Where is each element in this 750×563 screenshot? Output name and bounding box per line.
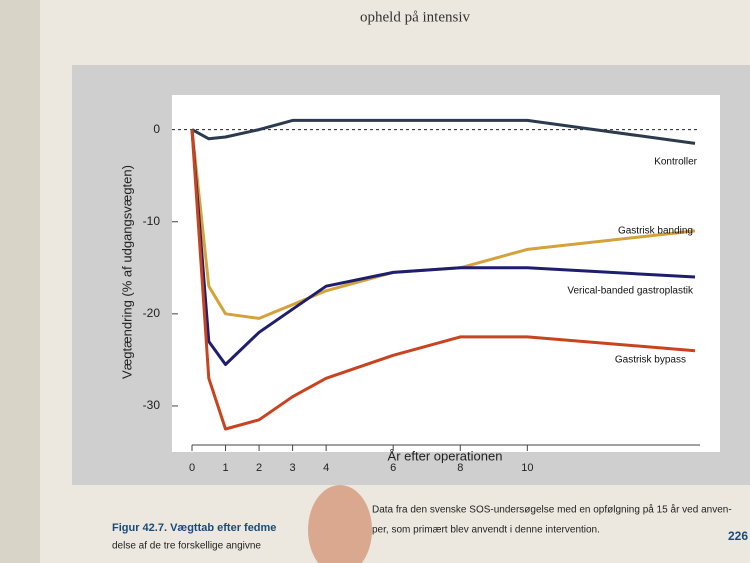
series-line bbox=[190, 129, 696, 366]
x-tick-label: 8 bbox=[457, 462, 463, 474]
caption-line: Data fra den svenske SOS-undersøgelse me… bbox=[372, 504, 732, 516]
caption-line: per, som primært blev anvendt i denne in… bbox=[372, 525, 600, 536]
x-tick-label: 3 bbox=[290, 462, 296, 474]
x-tick-label: 1 bbox=[222, 462, 228, 474]
facing-page bbox=[0, 0, 40, 563]
x-tick-label: 4 bbox=[323, 462, 329, 474]
series-label: Gastrisk bypass bbox=[615, 355, 686, 366]
y-tick-label: -20 bbox=[143, 306, 161, 320]
x-tick-label: 10 bbox=[521, 462, 533, 474]
y-tick-label: -10 bbox=[143, 214, 161, 228]
page-number: 226 bbox=[728, 529, 748, 543]
series-line bbox=[190, 129, 696, 431]
x-tick-label: 6 bbox=[390, 462, 396, 474]
finger bbox=[308, 485, 372, 563]
series-label: Verical-banded gastroplastik bbox=[567, 285, 694, 296]
header-text: opheld på intensiv bbox=[360, 9, 470, 25]
series-label: Gastrisk banding bbox=[618, 226, 693, 237]
x-axis-label: År efter operationen bbox=[388, 448, 503, 463]
caption-line: delse af de tre forskellige angivne bbox=[112, 541, 261, 552]
series-label: Kontroller bbox=[654, 157, 697, 168]
y-tick-label: -30 bbox=[143, 398, 161, 412]
caption-label: Figur 42.7. Vægttab efter fedme bbox=[112, 522, 276, 534]
y-tick-label: 0 bbox=[153, 122, 160, 136]
y-axis-label: Vægtændring (% af udgangsvægten) bbox=[119, 165, 134, 379]
x-tick-label: 2 bbox=[256, 462, 262, 474]
series-line bbox=[191, 118, 696, 145]
x-tick-label: 0 bbox=[189, 462, 195, 474]
